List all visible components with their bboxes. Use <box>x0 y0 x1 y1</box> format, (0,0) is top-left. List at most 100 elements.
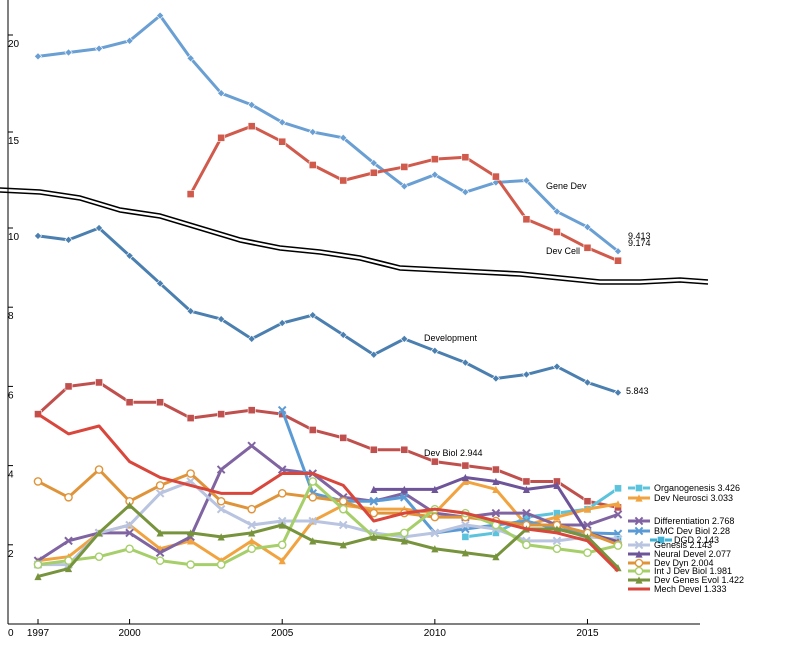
point-dev-cell-2009 <box>400 163 409 171</box>
point-organogenesis-2016 <box>614 484 622 493</box>
legend-item-genesis: Genesis 2.143 <box>628 540 712 550</box>
legend-swatch-marker-dev-genes-evol <box>635 576 643 584</box>
annotation-development: Development <box>424 333 478 343</box>
point-gene-dev-2015 <box>583 223 592 232</box>
point-neural-devel-2008 <box>370 485 378 493</box>
point-gene-dev-2002 <box>186 54 195 63</box>
y-tick-label-20: 20 <box>8 39 20 50</box>
point-gene-dev-2003 <box>217 89 226 98</box>
point-dev-dyn-1997 <box>33 477 43 486</box>
point-gene-dev-2006 <box>308 127 317 137</box>
point-genesis-2000 <box>125 520 134 530</box>
series-line-development <box>37 226 619 395</box>
series-dev-dyn <box>33 465 623 549</box>
series-line-dev-genes-evol <box>37 503 620 578</box>
point-int-j-dev-biol-2003 <box>216 560 226 569</box>
legend-item-neural-devel: Neural Devel 2.077 <box>628 549 731 559</box>
point-dev-cell-2010 <box>430 155 439 164</box>
point-genesis-2010 <box>430 528 440 538</box>
series-line-genesis <box>38 479 619 567</box>
point-dev-genes-evol-2002 <box>187 529 195 537</box>
point-dev-biol-2001 <box>156 398 165 407</box>
point-differentiation-2013 <box>522 508 531 518</box>
point-int-j-dev-biol-1999 <box>94 552 104 561</box>
point-gene-dev-2008 <box>369 159 378 168</box>
y-tick-label-10: 10 <box>8 232 20 243</box>
legend-label-genesis: Genesis 2.143 <box>654 540 712 550</box>
y-tick-label-15: 15 <box>8 136 20 147</box>
point-development-2013 <box>522 370 531 379</box>
point-dev-genes-evol-2003 <box>217 533 225 541</box>
point-development-2007 <box>339 330 348 339</box>
point-dev-biol-2009 <box>400 445 409 454</box>
point-dev-neurosci-2016 <box>614 500 622 508</box>
point-int-j-dev-biol-2002 <box>186 560 195 569</box>
series-line-int-j-dev-biol <box>37 479 619 567</box>
point-differentiation-2012 <box>491 508 501 518</box>
point-int-j-dev-biol-2001 <box>155 556 165 565</box>
legend-item-bmc-dev-biol: BMC Dev Biol 2.28 <box>628 526 730 536</box>
point-gene-dev-2016 <box>613 247 623 256</box>
legend-swatch-marker-dev-dyn <box>634 558 644 568</box>
point-development-2008 <box>369 350 378 359</box>
series-gene-dev <box>33 11 623 256</box>
legend-item-dev-genes-evol: Dev Genes Evol 1.422 <box>628 575 744 585</box>
point-dev-neurosci-2014 <box>553 513 561 521</box>
point-dev-biol-2000 <box>125 398 134 407</box>
point-dev-genes-evol-1998 <box>64 564 73 573</box>
point-differentiation-2003 <box>216 465 226 474</box>
point-int-j-dev-biol-2005 <box>277 540 287 550</box>
point-development-2000 <box>125 251 134 260</box>
point-dev-cell-2008 <box>369 168 378 177</box>
point-dev-biol-1998 <box>64 382 73 391</box>
point-development-2005 <box>278 319 287 328</box>
point-dev-biol-2007 <box>339 433 348 442</box>
point-differentiation-2005 <box>277 465 287 474</box>
point-dev-dyn-2006 <box>308 492 318 502</box>
point-neural-devel-2013 <box>522 485 531 493</box>
point-dev-dyn-2002 <box>186 469 195 478</box>
legend-swatch-marker-dgd <box>657 536 665 544</box>
y-tick-label-6: 6 <box>8 390 14 401</box>
point-dev-cell-2006 <box>308 161 317 169</box>
point-organogenesis-2011 <box>461 532 470 541</box>
point-int-j-dev-biol-1997 <box>33 560 43 569</box>
point-neural-devel-2014 <box>553 481 561 489</box>
point-dev-biol-1999 <box>95 378 103 387</box>
point-dev-dyn-2008 <box>369 508 379 518</box>
x-tick-label-1997: 1997 <box>27 628 50 639</box>
point-gene-dev-2014 <box>552 207 561 216</box>
point-dev-cell-2002 <box>186 190 195 198</box>
annotation-dev-biol: Dev Biol 2.944 <box>424 448 483 458</box>
annotations: Gene Dev 9.413 Dev Cell 9.174 Development 5.8… <box>424 181 651 458</box>
axis-break-line-upper <box>0 187 709 281</box>
point-dev-cell-2003 <box>217 133 226 142</box>
legend-item-differentiation: Differentiation 2.768 <box>628 516 734 526</box>
point-differentiation-2000 <box>125 528 134 538</box>
point-dev-genes-evol-2004 <box>248 529 256 537</box>
point-dev-dyn-2004 <box>247 504 256 514</box>
end-label-development: 5.843 <box>626 386 649 396</box>
legend-item-mech-devel: Mech Devel 1.333 <box>628 584 727 594</box>
y-tick-label-0: 0 <box>8 628 14 639</box>
point-int-j-dev-biol-2000 <box>125 544 134 554</box>
axis-break-line-lower <box>0 191 709 285</box>
point-dev-biol-2015 <box>583 497 592 506</box>
point-development-1999 <box>95 223 104 233</box>
point-neural-devel-2009 <box>400 485 408 493</box>
point-int-j-dev-biol-2006 <box>308 477 318 486</box>
axis-break <box>0 187 709 285</box>
point-differentiation-2001 <box>155 548 165 558</box>
point-dev-genes-evol-2007 <box>339 541 347 549</box>
series-line-dev-dyn <box>37 468 619 547</box>
point-int-j-dev-biol-2016 <box>613 541 623 550</box>
point-dev-neurosci-2002 <box>187 537 195 545</box>
point-bmc-dev-biol-2009 <box>400 492 409 502</box>
point-development-2010 <box>430 346 439 355</box>
series-dev-biol <box>34 378 622 512</box>
y-tick-label-4: 4 <box>8 470 14 481</box>
point-gene-dev-2013 <box>522 176 531 185</box>
legend-swatch-marker-organogenesis <box>635 484 643 492</box>
point-genesis-2004 <box>247 520 256 530</box>
point-dev-genes-evol-2005 <box>278 521 286 529</box>
